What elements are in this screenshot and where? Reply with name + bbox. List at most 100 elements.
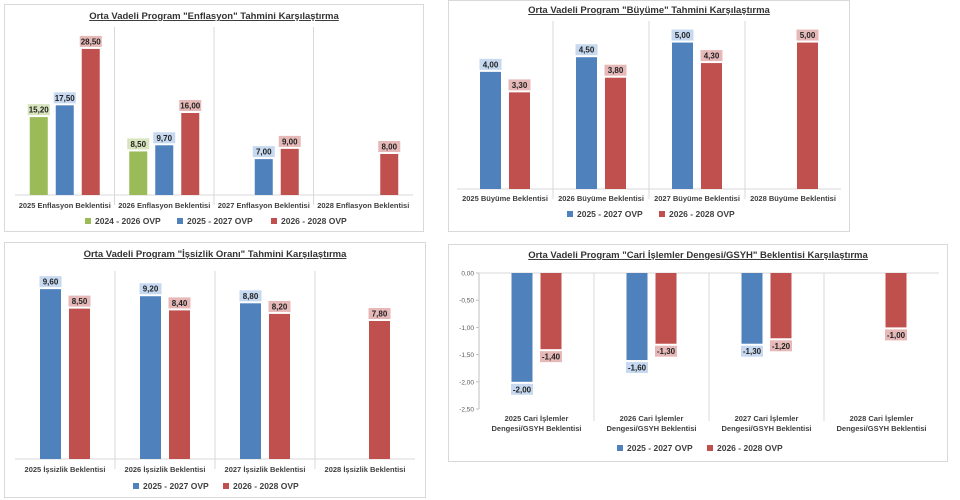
- data-label: 28,50: [81, 37, 102, 46]
- data-label: 9,70: [156, 134, 172, 143]
- data-label: -1,00: [887, 331, 906, 340]
- bar-1-0-2: [672, 42, 693, 190]
- data-label: -1,20: [772, 342, 791, 351]
- data-label: 16,00: [180, 102, 201, 111]
- data-label: 8,80: [243, 292, 259, 301]
- bar-0-2-0: [81, 48, 100, 195]
- data-label-bg: [885, 329, 907, 341]
- data-label: 5,00: [675, 31, 691, 40]
- bar-2-1-1: [169, 310, 190, 459]
- data-label: 8,50: [72, 297, 88, 306]
- data-label: 7,80: [372, 310, 388, 319]
- category-label: 2027 Büyüme Beklentisi: [654, 194, 740, 203]
- data-label: 17,50: [55, 94, 76, 103]
- bar-1-1-0: [509, 92, 530, 189]
- legend-swatch: [133, 483, 139, 489]
- bar-2-1-3: [369, 321, 390, 459]
- data-label-bg: [626, 362, 648, 374]
- category-label: 2028 Enflasyon Beklentisi: [317, 201, 409, 210]
- category-label: 2028 Cari İşlemler: [850, 414, 914, 423]
- bar-2-0-1: [140, 296, 161, 459]
- data-label-bg: [127, 138, 150, 150]
- data-label: -2,00: [513, 385, 532, 394]
- legend-label: 2025 - 2027 OVP: [577, 209, 643, 219]
- category-label: 2026 Cari İşlemler: [620, 414, 684, 423]
- data-label-bg: [239, 290, 262, 302]
- data-label-bg: [540, 351, 562, 363]
- chart-title: Orta Vadeli Program "Cari İşlemler Denge…: [528, 250, 868, 261]
- data-label: 4,00: [483, 60, 499, 69]
- y-tick-label: -1,00: [459, 325, 474, 332]
- data-label-bg: [39, 276, 62, 288]
- bar-0-1-1: [155, 145, 174, 195]
- data-label-bg: [700, 50, 723, 62]
- bar-0-2-2: [280, 148, 299, 195]
- data-label: 8,40: [172, 299, 188, 308]
- category-label: 2025 Cari İşlemler: [505, 414, 569, 423]
- y-tick-label: -1,50: [459, 352, 474, 359]
- data-label: -1,60: [628, 364, 647, 373]
- y-tick-label: -2,00: [459, 379, 474, 386]
- data-label: 8,50: [130, 140, 146, 149]
- legend-label: 2025 - 2027 OVP: [187, 216, 253, 226]
- legend-swatch: [707, 445, 713, 451]
- legend-swatch: [659, 211, 665, 217]
- bar-1-1-3: [797, 42, 818, 190]
- data-label: 5,00: [800, 31, 816, 40]
- growth-chart: Orta Vadeli Program "Büyüme" Tahmini Kar…: [457, 5, 841, 219]
- data-label-bg: [278, 135, 301, 147]
- data-label-bg: [368, 308, 391, 319]
- category-label: 2025 Enflasyon Beklentisi: [19, 201, 111, 210]
- data-label-bg: [268, 300, 291, 312]
- data-label: -1,30: [743, 347, 762, 356]
- bar-0-0-1: [129, 151, 148, 195]
- data-label: 4,30: [704, 52, 720, 61]
- data-label-bg: [479, 58, 502, 70]
- bar-1-0-1: [576, 57, 597, 189]
- bar-0-2-1: [181, 113, 200, 195]
- bar-3-1-3: [885, 273, 907, 328]
- bar-2-0-2: [240, 303, 261, 459]
- data-label: 7,00: [256, 148, 272, 157]
- bar-0-0-0: [29, 117, 48, 195]
- unemployment-chart: Orta Vadeli Program "İşsizlik Oranı" Tah…: [15, 249, 415, 491]
- bar-2-0-0: [40, 289, 61, 459]
- data-label-bg: [153, 132, 176, 144]
- data-label-bg: [508, 79, 531, 91]
- data-label-bg: [511, 383, 533, 395]
- data-label-bg: [741, 345, 763, 357]
- data-label-bg: [79, 35, 102, 47]
- bar-3-0-0: [511, 273, 533, 382]
- inflation-chart: Orta Vadeli Program "Enflasyon" Tahmini …: [15, 11, 413, 226]
- bar-1-0-0: [480, 71, 501, 189]
- legend-swatch: [85, 218, 91, 224]
- data-label: 8,00: [381, 143, 397, 152]
- category-label: Dengesi/GSYH Beklentisi: [491, 424, 581, 433]
- legend-label: 2026 - 2028 OVP: [233, 481, 299, 491]
- data-label-bg: [575, 44, 598, 56]
- legend-label: 2024 - 2026 OVP: [95, 216, 161, 226]
- data-label: 15,20: [29, 106, 50, 115]
- bar-2-1-2: [269, 313, 290, 459]
- category-label: 2025 Büyüme Beklentisi: [462, 194, 548, 203]
- legend-swatch: [177, 218, 183, 224]
- legend-label: 2026 - 2028 OVP: [281, 216, 347, 226]
- category-label: 2027 Cari İşlemler: [735, 414, 799, 423]
- bar-3-0-2: [741, 273, 763, 344]
- bar-3-1-0: [540, 273, 562, 350]
- y-tick-label: 0,00: [461, 271, 474, 278]
- data-label: 9,20: [143, 285, 159, 294]
- category-label: 2026 Enflasyon Beklentisi: [118, 201, 210, 210]
- data-label-bg: [168, 297, 191, 309]
- data-label-bg: [770, 340, 792, 352]
- legend-label: 2026 - 2028 OVP: [669, 209, 735, 219]
- bar-3-1-1: [655, 273, 677, 344]
- chart-title: Orta Vadeli Program "İşsizlik Oranı" Tah…: [84, 249, 348, 260]
- bar-3-0-1: [626, 273, 648, 361]
- data-label-bg: [796, 29, 819, 41]
- data-label: 4,50: [579, 46, 595, 55]
- current-account-chart-panel: Orta Vadeli Program "Cari İşlemler Denge…: [448, 244, 948, 462]
- inflation-chart-panel: Orta Vadeli Program "Enflasyon" Tahmini …: [4, 4, 424, 232]
- data-label: -1,30: [657, 347, 676, 356]
- y-tick-label: -0,50: [459, 298, 474, 305]
